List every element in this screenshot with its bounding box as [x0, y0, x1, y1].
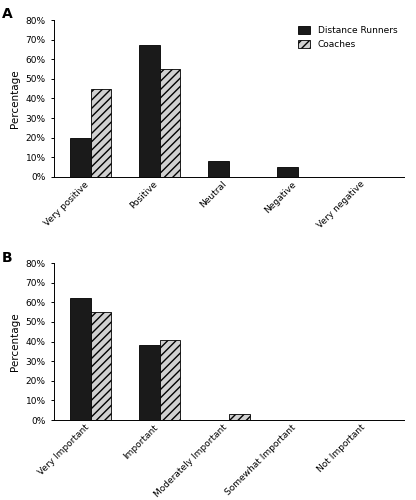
Bar: [229, 414, 250, 420]
Y-axis label: Percentage: Percentage: [10, 69, 20, 128]
Text: A: A: [2, 8, 12, 22]
Text: B: B: [2, 250, 12, 264]
Bar: [160, 69, 181, 177]
Y-axis label: Percentage: Percentage: [10, 312, 20, 371]
Bar: [160, 340, 181, 420]
Bar: [277, 167, 298, 177]
Bar: [70, 138, 91, 177]
Bar: [91, 88, 111, 177]
Bar: [91, 312, 111, 420]
Bar: [208, 161, 229, 177]
Bar: [139, 46, 160, 177]
Bar: [70, 298, 91, 420]
Bar: [139, 346, 160, 420]
Legend: Distance Runners, Coaches: Distance Runners, Coaches: [296, 24, 399, 51]
